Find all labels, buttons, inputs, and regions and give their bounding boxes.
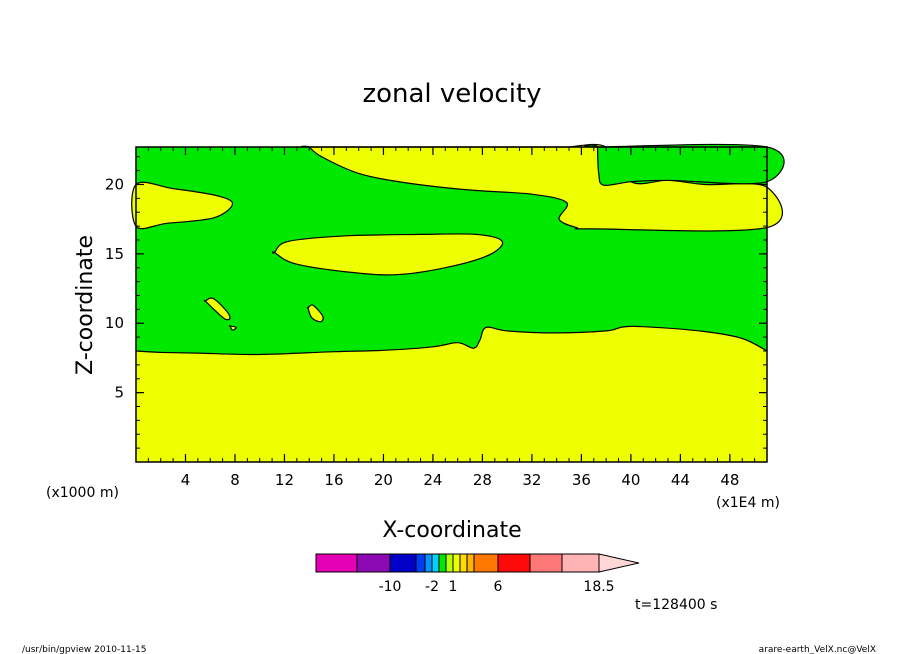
colorbar-box bbox=[356, 553, 391, 573]
contour-region-1-line bbox=[135, 325, 768, 356]
colorbar-tick-label: -2 bbox=[425, 579, 439, 595]
contour-regions bbox=[131, 143, 785, 462]
contour-region-7 bbox=[228, 325, 237, 331]
contour-region-2 bbox=[131, 181, 234, 230]
time-label: t=128400 s bbox=[635, 597, 717, 613]
x-unit-label: (x1E4 m) bbox=[716, 495, 780, 511]
colorbar-box bbox=[473, 553, 499, 573]
x-tick-label: 48 bbox=[720, 471, 739, 489]
plot-frame bbox=[135, 146, 768, 463]
chart-title: zonal velocity bbox=[362, 79, 541, 109]
x-tick-label: 44 bbox=[671, 471, 690, 489]
colorbar-box bbox=[415, 553, 426, 573]
colorbar-tick-label: 18.5 bbox=[583, 579, 614, 595]
z-unit-label: (x1000 m) bbox=[46, 485, 119, 501]
colorbar-tick-label: 1 bbox=[449, 579, 458, 595]
y-tick-label: 20 bbox=[105, 175, 124, 193]
contour-region-8 bbox=[306, 304, 324, 323]
colorbar-tick-label: -10 bbox=[379, 579, 402, 595]
colorbar-box bbox=[431, 553, 440, 573]
y-axis-label: Z-coordinate bbox=[73, 235, 98, 375]
y-tick-label: 10 bbox=[105, 314, 124, 332]
colorbar-box bbox=[424, 553, 433, 573]
y-tick-label: 15 bbox=[105, 245, 124, 263]
colorbar-box bbox=[497, 553, 531, 573]
colorbar-box bbox=[445, 553, 454, 573]
colorbar-box bbox=[389, 553, 417, 573]
colorbar: -10 -2 1 6 18.5 bbox=[315, 553, 640, 595]
contour-region-1 bbox=[136, 326, 767, 462]
y-tick-label: 5 bbox=[114, 384, 124, 402]
x-tick-label: 12 bbox=[275, 471, 294, 489]
x-axis-label: X-coordinate bbox=[382, 518, 521, 543]
colorbar-tick-label: 6 bbox=[494, 579, 503, 595]
colorbar-box bbox=[452, 553, 461, 573]
footer-left-note: /usr/bin/gpview 2010-11-15 bbox=[22, 645, 146, 654]
colorbar-box bbox=[561, 553, 600, 573]
x-tick-label: 16 bbox=[324, 471, 343, 489]
footer-right-note: arare-earth_VelX.nc@VelX bbox=[759, 645, 876, 654]
colorbar-box bbox=[529, 553, 563, 573]
x-tick-label: 28 bbox=[473, 471, 492, 489]
contour-region-3 bbox=[271, 233, 504, 276]
x-tick-label: 36 bbox=[572, 471, 591, 489]
x-tick-label: 40 bbox=[621, 471, 640, 489]
x-tick-label: 4 bbox=[181, 471, 191, 489]
x-tick-label: 24 bbox=[423, 471, 442, 489]
colorbar-arrow bbox=[598, 553, 640, 573]
colorbar-box bbox=[315, 553, 358, 573]
colorbar-box bbox=[438, 553, 447, 573]
x-tick-label: 32 bbox=[522, 471, 541, 489]
contour-region-6 bbox=[203, 297, 231, 321]
colorbar-box bbox=[459, 553, 468, 573]
x-tick-label: 20 bbox=[374, 471, 393, 489]
colorbar-box bbox=[466, 553, 475, 573]
x-tick-label: 8 bbox=[230, 471, 240, 489]
